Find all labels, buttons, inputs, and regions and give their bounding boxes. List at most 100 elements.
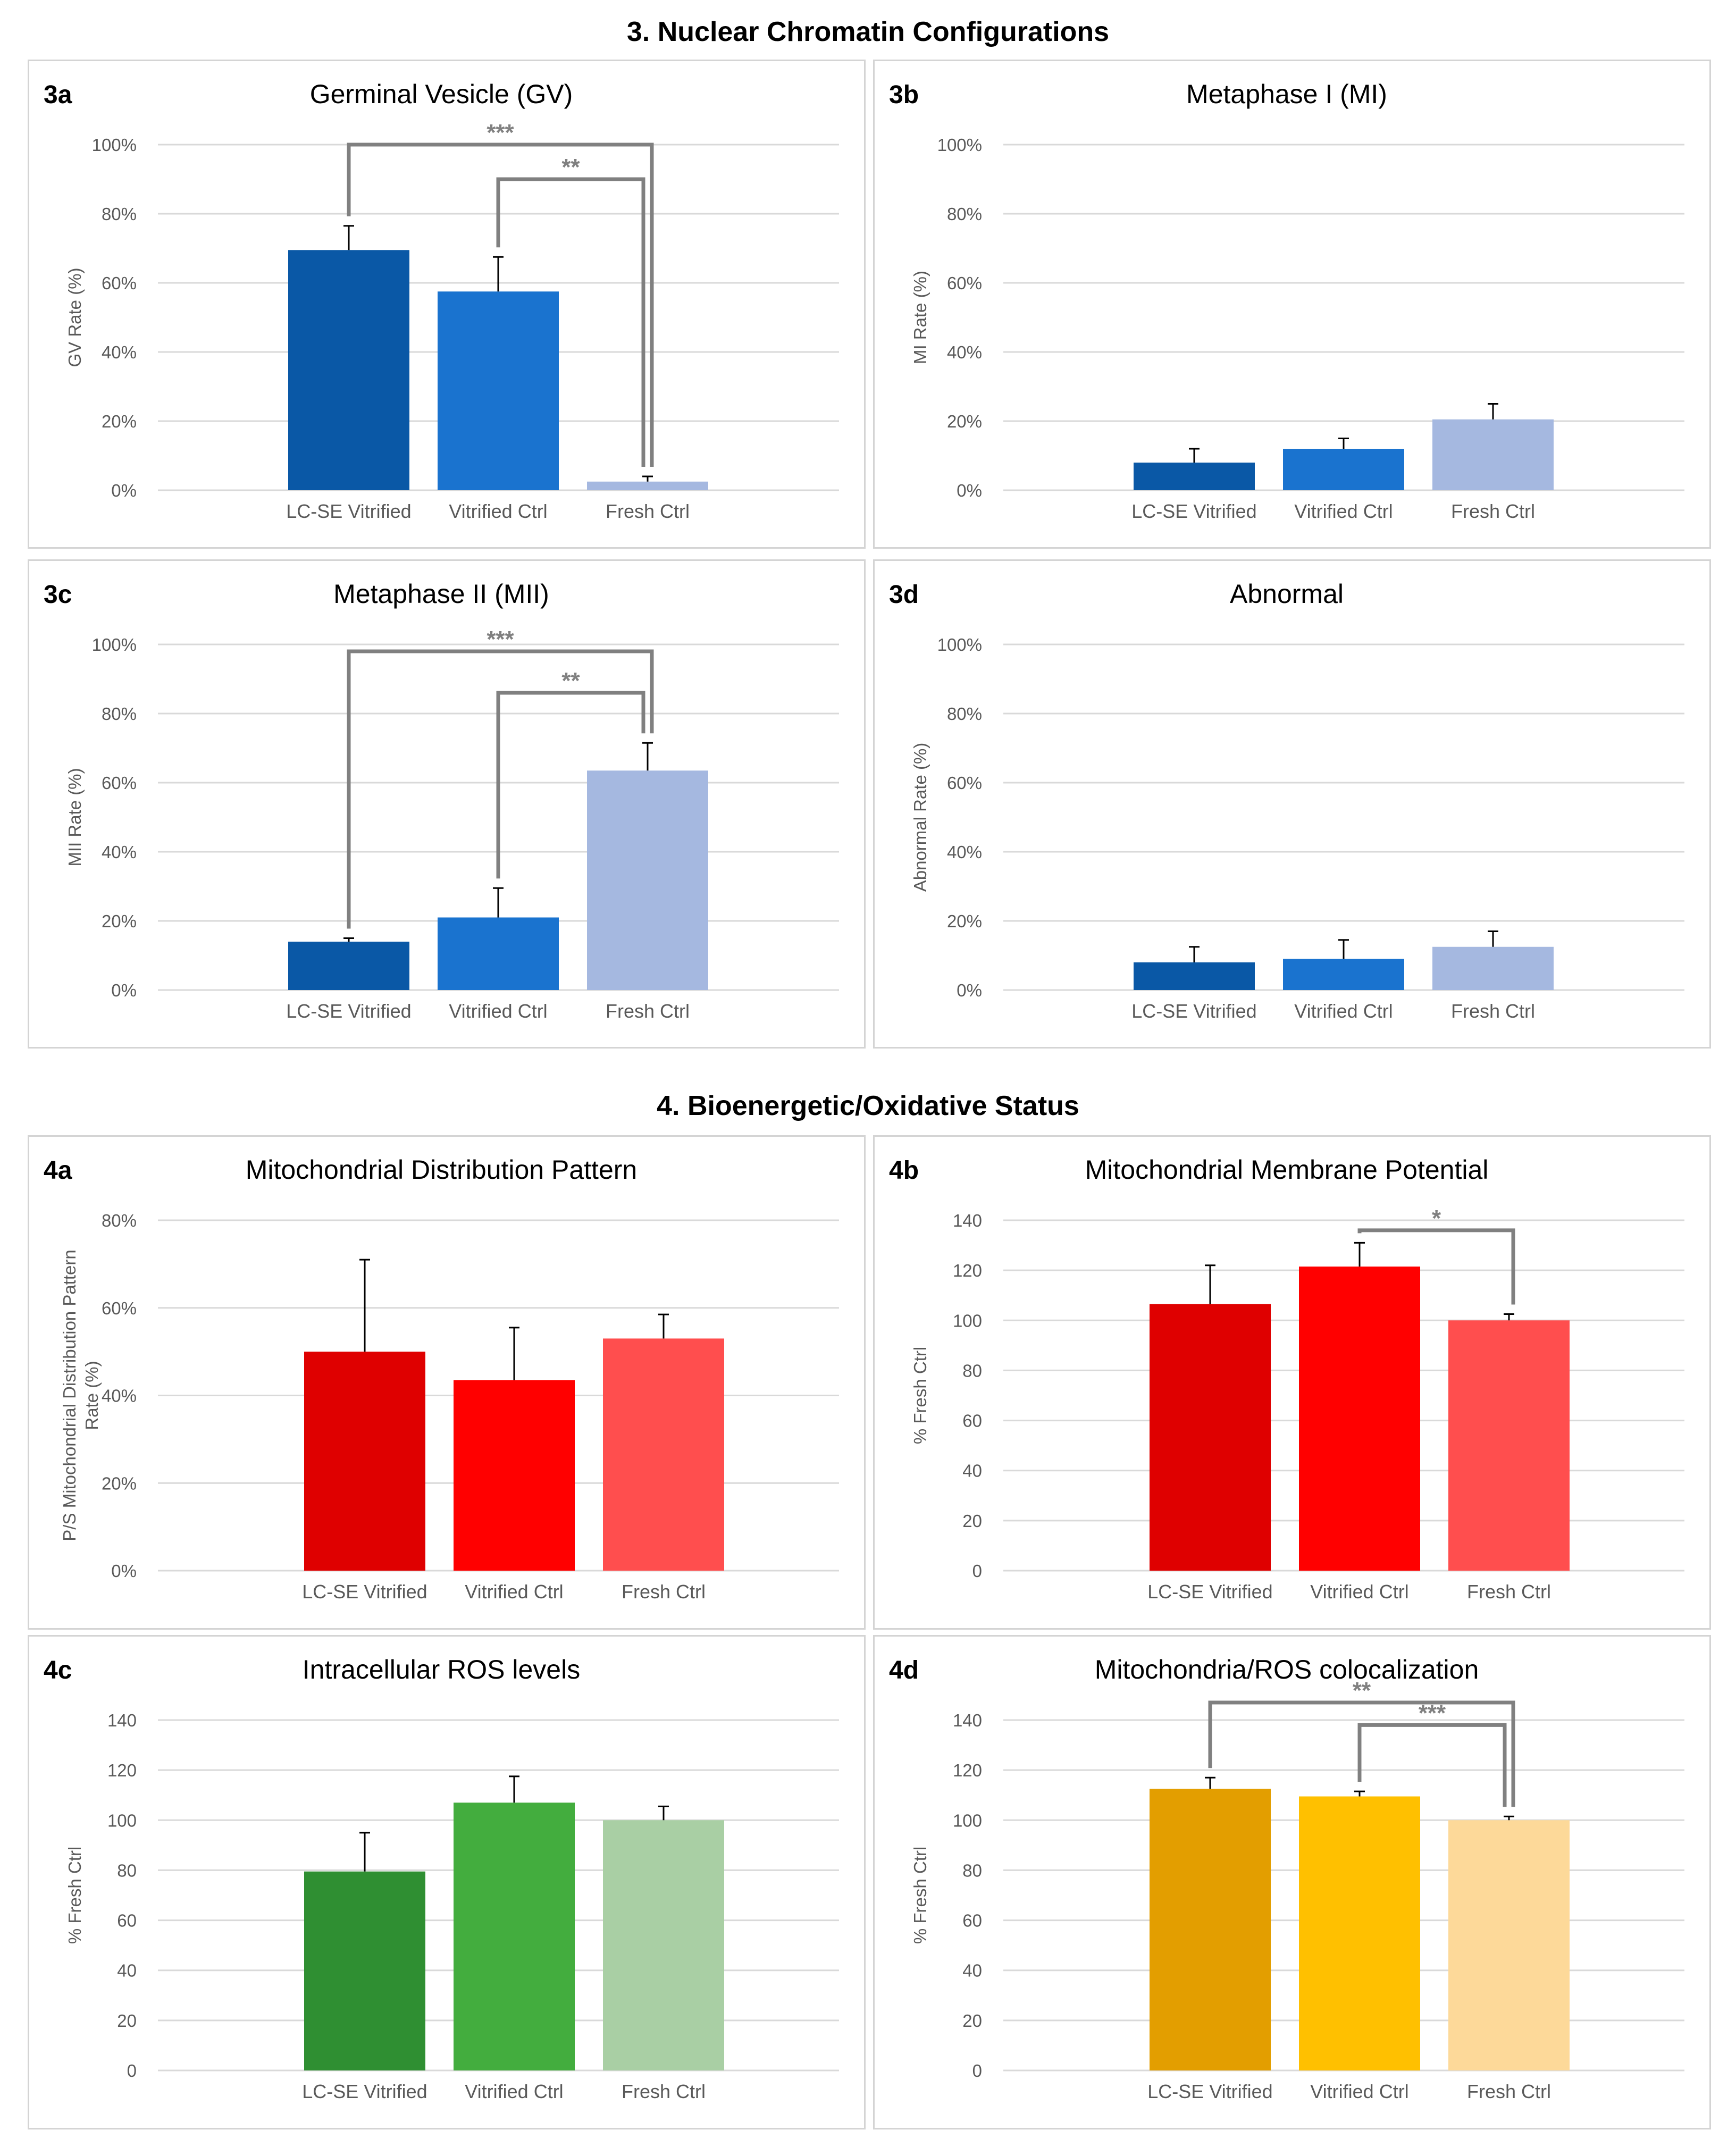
y-tick-label: 20% bbox=[947, 412, 982, 431]
y-tick-label: 40% bbox=[102, 1386, 137, 1406]
y-axis-label: GV Rate (%) bbox=[65, 267, 85, 367]
bar-2 bbox=[1299, 1796, 1420, 2070]
y-tick-label: 20 bbox=[962, 1511, 982, 1531]
y-tick-label: 40% bbox=[102, 342, 137, 362]
y-axis-label: % Fresh Ctrl bbox=[910, 1847, 930, 1944]
y-tick-label: 20% bbox=[102, 1473, 137, 1493]
y-axis-label-line: P/S Mitochondrial Distribution Pattern bbox=[60, 1250, 79, 1541]
category-label: Vitrified Ctrl bbox=[1294, 1000, 1393, 1022]
y-tick-label: 100% bbox=[92, 635, 137, 655]
bar-2 bbox=[438, 291, 559, 490]
significance-bracket bbox=[347, 649, 654, 929]
bar-3 bbox=[1448, 1820, 1570, 2070]
chart-title: Mitochondrial Distribution Pattern bbox=[246, 1155, 637, 1185]
y-tick-label: 80 bbox=[962, 1860, 982, 1880]
y-tick-label: 120 bbox=[953, 1261, 982, 1280]
significance-label: *** bbox=[487, 120, 514, 146]
panel-border bbox=[873, 1635, 1711, 2129]
category-label: Fresh Ctrl bbox=[606, 500, 690, 522]
chart-title: Metaphase I (MI) bbox=[1186, 79, 1387, 109]
significance-bracket bbox=[496, 177, 645, 467]
bar-2 bbox=[1283, 959, 1404, 990]
y-tick-label: 0% bbox=[957, 481, 982, 500]
y-tick-label: 60% bbox=[102, 273, 137, 293]
bar-2 bbox=[454, 1802, 575, 2070]
y-tick-label: 20% bbox=[102, 412, 137, 431]
category-label: Vitrified Ctrl bbox=[465, 1581, 563, 1603]
y-tick-label: 60 bbox=[962, 1911, 982, 1931]
y-tick-label: 60% bbox=[947, 773, 982, 793]
y-axis-label: Abnormal Rate (%) bbox=[910, 743, 930, 892]
section-title-bioenergetic: 4. Bioenergetic/Oxidative Status bbox=[657, 1091, 1079, 1121]
y-tick-label: 60% bbox=[102, 1298, 137, 1318]
y-tick-label: 0 bbox=[972, 1561, 982, 1581]
y-tick-label: 80% bbox=[102, 1211, 137, 1230]
category-label: LC-SE Vitrified bbox=[302, 1581, 427, 1603]
y-tick-label: 100 bbox=[953, 1810, 982, 1830]
y-tick-label: 100% bbox=[92, 135, 137, 155]
y-tick-label: 80% bbox=[947, 704, 982, 724]
significance-label: ** bbox=[1353, 1678, 1371, 1704]
chart-panel-4d: 4d Mitochondria/ROS colocalization 0 20 40 60… bbox=[873, 1635, 1711, 2129]
y-tick-label: 40 bbox=[962, 1961, 982, 1981]
y-tick-label: 20% bbox=[102, 911, 137, 931]
category-label: Fresh Ctrl bbox=[606, 1000, 690, 1022]
bar-1 bbox=[288, 250, 409, 490]
bar-3 bbox=[1448, 1320, 1570, 1571]
y-tick-label: 40 bbox=[962, 1461, 982, 1481]
significance-label: ** bbox=[561, 154, 580, 180]
y-tick-label: 100% bbox=[937, 635, 982, 655]
bar-2 bbox=[438, 917, 559, 990]
y-tick-label: 40% bbox=[947, 342, 982, 362]
significance-bracket bbox=[1208, 1700, 1515, 1807]
y-axis-label: % Fresh Ctrl bbox=[910, 1347, 930, 1444]
y-tick-label: 80% bbox=[102, 704, 137, 724]
bar-1 bbox=[1150, 1789, 1271, 2070]
y-tick-label: 0 bbox=[972, 2061, 982, 2081]
category-label: Vitrified Ctrl bbox=[1294, 500, 1393, 522]
chart-panel-3d: 3d Abnormal 0% 20% 40% 60% 80% 100% Abnormal Rat… bbox=[873, 559, 1711, 1049]
y-tick-label: 100% bbox=[937, 135, 982, 155]
category-label: Vitrified Ctrl bbox=[1310, 2081, 1408, 2102]
chart-title: Metaphase II (MII) bbox=[333, 579, 549, 609]
panel-border bbox=[28, 1135, 866, 1630]
panel-label-3b: 3b bbox=[889, 81, 919, 109]
category-label: LC-SE Vitrified bbox=[1131, 500, 1256, 522]
chart-title: Germinal Vesicle (GV) bbox=[310, 79, 573, 109]
panel-label-3c: 3c bbox=[44, 581, 72, 609]
y-axis-label-line: Rate (%) bbox=[82, 1361, 102, 1430]
category-label: Fresh Ctrl bbox=[622, 1581, 706, 1603]
bar-1 bbox=[304, 1352, 425, 1571]
chart-panel-3a: 3a Germinal Vesicle (GV) 0% 20% 40% 60% 80% 100… bbox=[28, 60, 866, 549]
bar-2 bbox=[1299, 1267, 1420, 1571]
bar-1 bbox=[304, 1871, 425, 2070]
bar-3 bbox=[587, 770, 708, 990]
y-tick-label: 60 bbox=[117, 1911, 137, 1931]
category-label: LC-SE Vitrified bbox=[1131, 1000, 1256, 1022]
significance-bracket bbox=[1357, 1723, 1507, 1807]
section-title-nuclear: 3. Nuclear Chromatin Configurations bbox=[626, 16, 1110, 47]
y-tick-label: 0% bbox=[111, 980, 137, 1000]
category-label: Vitrified Ctrl bbox=[449, 500, 547, 522]
panel-label-4d: 4d bbox=[889, 1656, 919, 1684]
y-tick-label: 0% bbox=[111, 1561, 137, 1581]
panel-label-4a: 4a bbox=[44, 1156, 72, 1185]
category-label: LC-SE Vitrified bbox=[286, 1000, 411, 1022]
chart-title: Abnormal bbox=[1230, 579, 1344, 609]
y-tick-label: 100 bbox=[953, 1311, 982, 1330]
y-tick-label: 0% bbox=[957, 980, 982, 1000]
y-tick-label: 60% bbox=[102, 773, 137, 793]
y-tick-label: 0 bbox=[127, 2061, 137, 2081]
y-tick-label: 80 bbox=[962, 1361, 982, 1380]
category-label: LC-SE Vitrified bbox=[286, 500, 411, 522]
bar-1 bbox=[288, 942, 409, 990]
y-tick-label: 20 bbox=[962, 2011, 982, 2031]
y-tick-label: 60% bbox=[947, 273, 982, 293]
bar-3 bbox=[1432, 946, 1554, 990]
panel-border bbox=[873, 1135, 1711, 1630]
significance-bracket bbox=[496, 691, 645, 879]
y-tick-label: 140 bbox=[953, 1211, 982, 1230]
y-tick-label: 20% bbox=[947, 911, 982, 931]
panel-label-4c: 4c bbox=[44, 1656, 72, 1684]
bar-3 bbox=[1432, 419, 1554, 490]
